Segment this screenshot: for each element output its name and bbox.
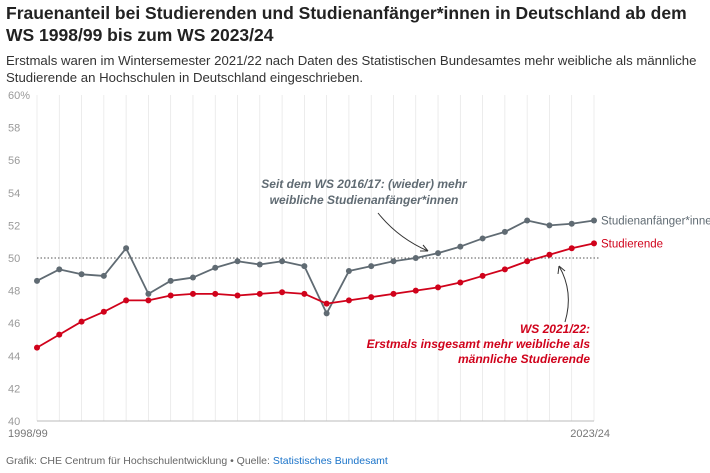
data-point xyxy=(546,222,553,229)
data-point xyxy=(368,294,375,301)
data-point xyxy=(435,284,442,291)
chart-title: Frauenanteil bei Studierenden und Studie… xyxy=(6,3,687,45)
data-point xyxy=(390,290,397,297)
y-tick-label: 56 xyxy=(8,155,20,167)
annotation-arrow-head xyxy=(420,244,429,252)
series-group: Studienanfänger*innen Studierende xyxy=(34,216,710,351)
annotation-studienanfaenger-line: Seit dem WS 2016/17: (wieder) mehr xyxy=(261,177,468,191)
data-point xyxy=(78,318,85,325)
y-tick-label: 60% xyxy=(8,90,30,102)
series-line-studierende xyxy=(36,242,595,349)
x-tick-label-start: 1998/99 xyxy=(8,428,48,440)
data-point xyxy=(123,297,130,304)
y-tick-label: 42 xyxy=(8,383,20,395)
grid-lines xyxy=(36,95,595,422)
data-point xyxy=(591,240,597,247)
x-axis-ticks: 1998/99 2023/24 xyxy=(8,428,610,440)
y-tick-label: 58 xyxy=(8,123,20,135)
annotations-group: Seit dem WS 2016/17: (wieder) mehr weibli… xyxy=(261,177,590,366)
data-point xyxy=(56,266,63,273)
data-point xyxy=(390,258,397,265)
data-point xyxy=(56,331,63,338)
data-point xyxy=(256,290,263,297)
y-tick-label: 52 xyxy=(8,220,20,232)
data-point xyxy=(189,290,196,297)
data-point xyxy=(568,245,575,252)
series-label: Studienanfänger*innen xyxy=(601,216,710,228)
footer-credit: Grafik: CHE Centrum für Hochschulentwick… xyxy=(6,455,273,467)
series-line-studienanfaenger xyxy=(36,219,595,315)
data-point xyxy=(479,272,486,279)
y-tick-label: 44 xyxy=(8,351,20,363)
data-point xyxy=(479,235,486,242)
data-point xyxy=(301,263,308,270)
data-point xyxy=(345,297,352,304)
y-tick-label: 48 xyxy=(8,286,20,298)
data-point xyxy=(100,308,107,315)
data-point xyxy=(301,290,308,297)
data-point xyxy=(501,228,508,235)
data-point xyxy=(123,245,130,252)
data-point xyxy=(435,250,442,257)
data-point xyxy=(323,300,330,307)
annotation-studierende-line: männliche Studierende xyxy=(458,352,590,366)
data-point xyxy=(412,255,419,261)
annotation-studierende-line: Erstmals insgesamt mehr weibliche als xyxy=(367,337,591,351)
data-point xyxy=(524,217,531,224)
data-point xyxy=(189,274,196,281)
data-point xyxy=(345,268,352,275)
y-tick-label: 46 xyxy=(8,318,20,330)
data-point xyxy=(234,258,241,265)
data-point xyxy=(78,271,85,278)
annotation-arrow xyxy=(377,212,429,252)
chart-subtitle: Erstmals waren im Wintersemester 2021/22… xyxy=(6,53,697,85)
data-point xyxy=(591,217,597,224)
annotation-studierende-line: WS 2021/22: xyxy=(520,322,590,336)
annotation-studienanfaenger-line: weibliche Studienanfänger*innen xyxy=(270,193,459,207)
data-point xyxy=(279,258,286,265)
series-label: Studierende xyxy=(601,238,663,250)
data-point xyxy=(546,251,553,258)
data-point xyxy=(167,277,174,284)
data-point xyxy=(412,287,419,294)
data-point xyxy=(279,289,286,296)
y-tick-label: 54 xyxy=(8,188,20,200)
annotation-arrow xyxy=(558,265,569,323)
data-point xyxy=(34,277,40,284)
data-point xyxy=(100,272,107,279)
data-point xyxy=(256,261,263,268)
data-point xyxy=(145,290,152,297)
data-point xyxy=(145,297,152,304)
data-point xyxy=(323,310,330,317)
data-point xyxy=(167,292,174,299)
data-point xyxy=(457,279,464,286)
data-point xyxy=(368,263,375,270)
y-axis-ticks: 40 42 44 46 48 50 52 54 56 58 60% xyxy=(8,90,30,428)
data-point xyxy=(501,266,508,273)
y-tick-label: 50 xyxy=(8,253,20,265)
data-point xyxy=(212,290,219,297)
data-point xyxy=(568,220,575,227)
data-point xyxy=(234,292,241,299)
annotation-arrow-head xyxy=(557,265,566,275)
data-point xyxy=(524,258,531,265)
data-point xyxy=(457,243,464,250)
data-point xyxy=(34,344,40,351)
footer: Grafik: CHE Centrum für Hochschulentwick… xyxy=(6,455,388,467)
source-link[interactable]: Statistisches Bundesamt xyxy=(272,455,388,467)
x-tick-label-end: 2023/24 xyxy=(570,428,610,440)
data-point xyxy=(212,264,219,271)
y-tick-label: 40 xyxy=(8,416,20,428)
